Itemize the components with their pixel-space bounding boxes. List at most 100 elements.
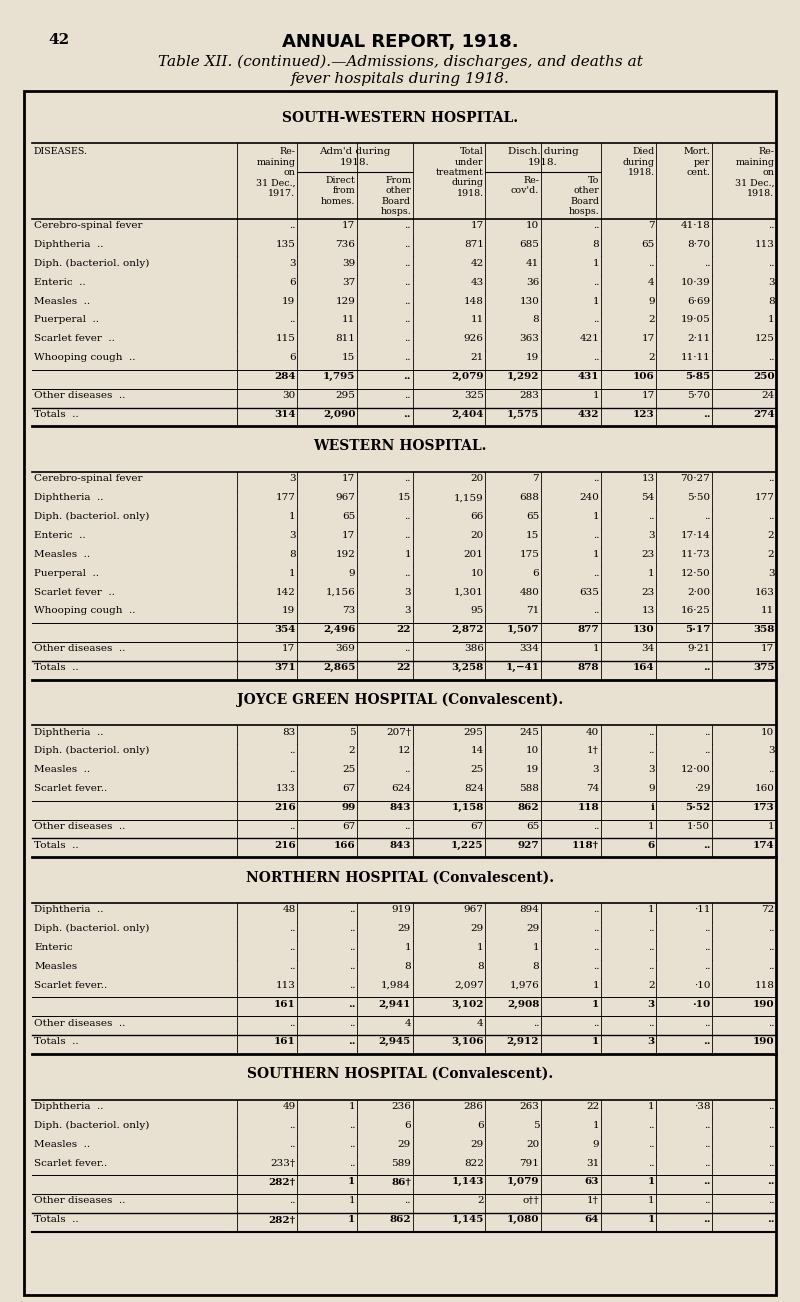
Text: 130: 130 xyxy=(633,625,654,634)
Text: ..: .. xyxy=(704,1018,710,1027)
Text: ..: .. xyxy=(349,924,355,934)
Text: 17: 17 xyxy=(642,391,654,400)
Text: 1,−41: 1,−41 xyxy=(506,663,539,672)
Text: 10·39: 10·39 xyxy=(681,277,710,286)
Text: 245: 245 xyxy=(519,728,539,737)
Text: Diphtheria  ..: Diphtheria .. xyxy=(34,728,104,737)
Text: 19: 19 xyxy=(282,297,295,306)
Text: 15: 15 xyxy=(526,531,539,540)
Text: 7: 7 xyxy=(648,221,654,230)
Text: ..: .. xyxy=(704,728,710,737)
Text: ·10: ·10 xyxy=(694,980,710,990)
Text: 1: 1 xyxy=(647,1177,654,1186)
Text: 2: 2 xyxy=(648,980,654,990)
Text: 1: 1 xyxy=(592,1038,599,1047)
Text: ..: .. xyxy=(767,1177,774,1186)
Text: ..: .. xyxy=(704,962,710,971)
Text: 161: 161 xyxy=(274,1000,295,1009)
Text: ..: .. xyxy=(702,410,710,419)
Text: ..: .. xyxy=(648,746,654,755)
Text: 11·11: 11·11 xyxy=(681,353,710,362)
Text: Measles  ..: Measles .. xyxy=(34,549,90,559)
Text: 282†: 282† xyxy=(268,1177,295,1186)
Text: 1: 1 xyxy=(289,512,295,521)
Text: ..: .. xyxy=(593,1018,599,1027)
Text: 34: 34 xyxy=(642,644,654,654)
Text: 129: 129 xyxy=(335,297,355,306)
Text: ..: .. xyxy=(593,221,599,230)
Text: 6: 6 xyxy=(647,841,654,850)
Text: ..: .. xyxy=(405,277,411,286)
Text: 6: 6 xyxy=(533,569,539,578)
Text: ..: .. xyxy=(349,1121,355,1130)
Text: ..: .. xyxy=(349,905,355,914)
Text: ..: .. xyxy=(405,391,411,400)
Text: 274: 274 xyxy=(753,410,774,419)
Text: ..: .. xyxy=(702,1215,710,1224)
Text: 71: 71 xyxy=(526,607,539,616)
Text: 1: 1 xyxy=(648,822,654,831)
Text: 24: 24 xyxy=(761,391,774,400)
Text: 175: 175 xyxy=(519,549,539,559)
Text: ..: .. xyxy=(768,512,774,521)
Text: ..: .. xyxy=(405,1197,411,1206)
Text: Scarlet fever..: Scarlet fever.. xyxy=(34,1159,108,1168)
Text: 432: 432 xyxy=(578,410,599,419)
Text: 19: 19 xyxy=(526,353,539,362)
Text: 190: 190 xyxy=(753,1038,774,1047)
Text: ..: .. xyxy=(289,315,295,324)
Text: 2,865: 2,865 xyxy=(323,663,355,672)
Text: Direct
from
homes.: Direct from homes. xyxy=(321,176,355,206)
Text: 1,080: 1,080 xyxy=(506,1215,539,1224)
Text: ..: .. xyxy=(349,1018,355,1027)
Text: ..: .. xyxy=(348,1038,355,1047)
Text: 9: 9 xyxy=(648,784,654,793)
Text: 11: 11 xyxy=(761,607,774,616)
Text: 1,143: 1,143 xyxy=(451,1177,484,1186)
Text: 967: 967 xyxy=(335,493,355,503)
Text: 20: 20 xyxy=(470,531,484,540)
Text: 1,795: 1,795 xyxy=(323,372,355,381)
Text: Other diseases  ..: Other diseases .. xyxy=(34,1018,126,1027)
Text: 1: 1 xyxy=(289,569,295,578)
Text: 736: 736 xyxy=(335,240,355,249)
Text: 369: 369 xyxy=(335,644,355,654)
Text: Cerebro-spinal fever: Cerebro-spinal fever xyxy=(34,221,143,230)
Text: 1: 1 xyxy=(593,644,599,654)
Text: ..: .. xyxy=(405,335,411,344)
Text: Diphtheria  ..: Diphtheria .. xyxy=(34,1101,104,1111)
Text: 216: 216 xyxy=(274,803,295,812)
Text: ..: .. xyxy=(349,962,355,971)
Text: 23: 23 xyxy=(642,549,654,559)
Text: ..: .. xyxy=(768,962,774,971)
Text: 4: 4 xyxy=(648,277,654,286)
Text: 11: 11 xyxy=(342,315,355,324)
Text: ..: .. xyxy=(593,474,599,483)
Text: 589: 589 xyxy=(391,1159,411,1168)
Text: 1,292: 1,292 xyxy=(506,372,539,381)
Text: 2: 2 xyxy=(768,531,774,540)
Text: Scarlet fever  ..: Scarlet fever .. xyxy=(34,587,115,596)
Text: 8: 8 xyxy=(533,962,539,971)
Text: 65: 65 xyxy=(642,240,654,249)
Text: ..: .. xyxy=(704,1197,710,1206)
Text: Cerebro-spinal fever: Cerebro-spinal fever xyxy=(34,474,143,483)
Text: 42: 42 xyxy=(48,33,69,47)
Text: 48: 48 xyxy=(282,905,295,914)
Text: 13: 13 xyxy=(642,607,654,616)
Text: 19: 19 xyxy=(282,607,295,616)
Text: ..: .. xyxy=(405,240,411,249)
Text: 8: 8 xyxy=(533,315,539,324)
Text: ..: .. xyxy=(289,924,295,934)
Text: 148: 148 xyxy=(464,297,484,306)
Text: 314: 314 xyxy=(274,410,295,419)
Text: 2·00: 2·00 xyxy=(687,587,710,596)
Text: 2,872: 2,872 xyxy=(451,625,484,634)
Text: ..: .. xyxy=(593,569,599,578)
Text: Puerperal  ..: Puerperal .. xyxy=(34,569,99,578)
Text: 1,301: 1,301 xyxy=(454,587,484,596)
Text: Measles  ..: Measles .. xyxy=(34,1139,90,1148)
Text: ..: .. xyxy=(403,372,411,381)
Text: 862: 862 xyxy=(518,803,539,812)
Text: 334: 334 xyxy=(519,644,539,654)
